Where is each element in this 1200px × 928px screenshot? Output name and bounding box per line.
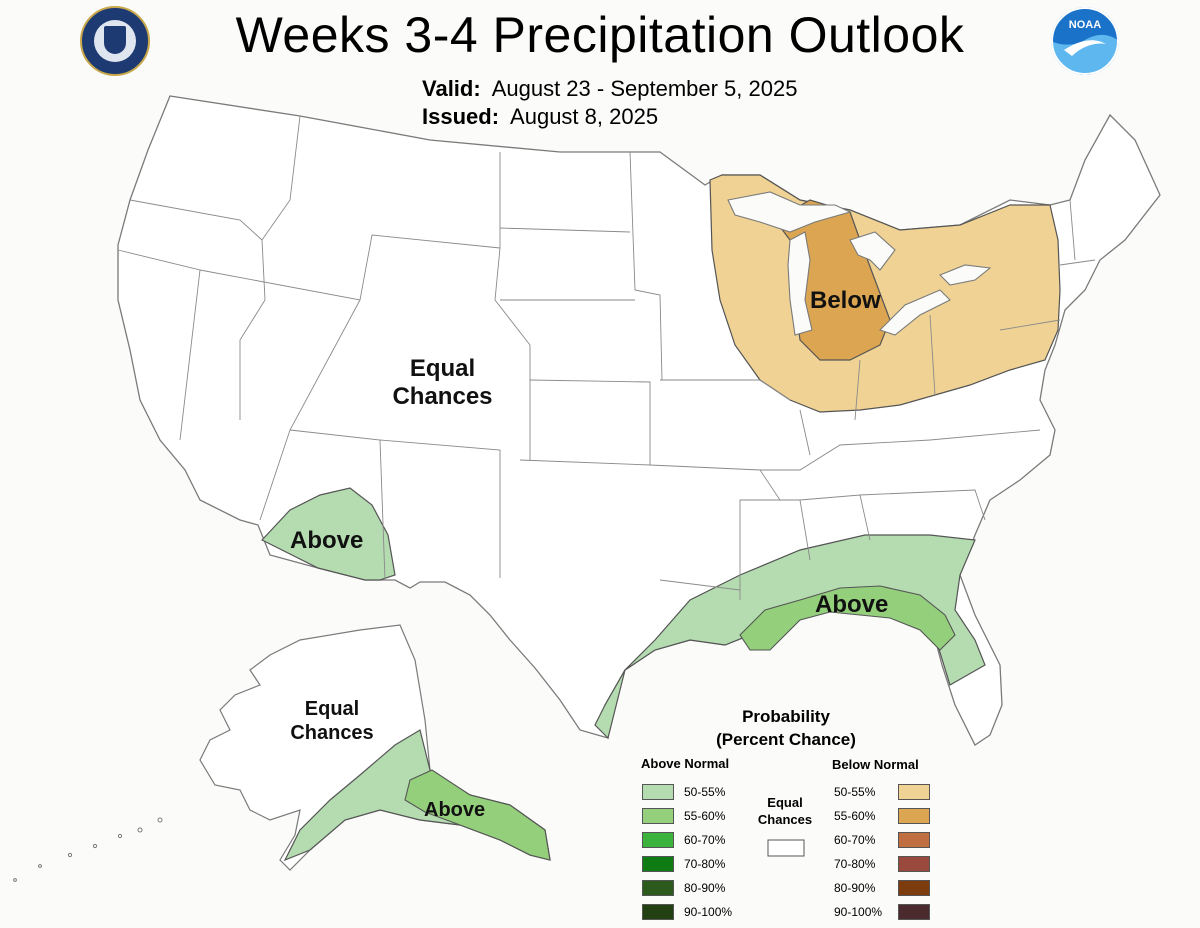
gulf-above-50-55 — [594, 534, 986, 740]
legend-above-swatch — [642, 904, 674, 920]
label-equal-chances-west-line1: Equal — [409, 355, 476, 382]
legend-below-swatch — [898, 856, 930, 872]
alaska-above-55-60 — [404, 769, 551, 861]
valid-label: Valid: — [422, 76, 481, 101]
legend-below-header: Below Normal — [832, 757, 919, 772]
legend-below-swatch — [898, 880, 930, 896]
legend-title-line2: (Percent Chance) — [716, 730, 856, 749]
gulf-above-55-60 — [739, 585, 956, 651]
legend-below-label: 50-55% — [834, 785, 876, 799]
label-equal-chances-alaska-line2: Chances — [290, 722, 374, 744]
label-equal-chances-alaska-line1: Equal — [304, 698, 360, 720]
legend-above-label: 50-55% — [684, 785, 726, 799]
noaa-logo-text: NOAA — [1068, 19, 1102, 31]
state-boundaries — [117, 115, 1096, 600]
label-equal-chances-west-line2: Chances — [392, 383, 493, 410]
legend-above-label: 80-90% — [684, 881, 726, 895]
map-title: Weeks 3-4 Precipitation Outlook — [235, 7, 965, 63]
label-above-gulf: Above — [815, 591, 889, 618]
legend-above-swatch — [642, 784, 674, 800]
label-equal-chances-alaska: Equal Chances — [282, 697, 382, 745]
label-equal-chances-west: Equal Chances — [380, 355, 505, 411]
legend-above-header: Above Normal — [641, 756, 730, 771]
legend-title-line1: Probability — [742, 707, 830, 726]
valid-value: August 23 - September 5, 2025 — [491, 76, 798, 101]
aleutian-islands — [13, 817, 163, 882]
legend-equal-label-line1: Equal — [767, 795, 803, 810]
legend-below-swatch — [898, 808, 930, 824]
department-of-commerce-seal — [80, 6, 150, 76]
legend-equal-label: Equal Chances — [752, 794, 818, 828]
conus-land — [117, 95, 1161, 746]
equal-chances-swatch — [767, 839, 805, 857]
label-above-alaska: Above — [424, 799, 486, 821]
legend-below-swatch — [898, 904, 930, 920]
legend-above-label: 55-60% — [684, 809, 726, 823]
legend-below-label: 80-90% — [834, 881, 876, 895]
label-below-great-lakes: Below — [810, 287, 881, 314]
legend-above-swatch — [642, 832, 674, 848]
noaa-logo-icon — [1051, 7, 1119, 75]
legend-below-label: 60-70% — [834, 833, 876, 847]
legend-below-label: 90-100% — [834, 905, 883, 919]
date-block: Valid: August 23 - September 5, 2025 Iss… — [422, 75, 797, 131]
legend-below-swatch — [898, 784, 930, 800]
legend-above-swatch — [642, 880, 674, 896]
legend-equal-label-line2: Chances — [757, 812, 813, 827]
southwest-above-50-55 — [261, 487, 396, 581]
label-above-southwest: Above — [290, 527, 364, 554]
seal-shield-icon — [104, 26, 126, 54]
noaa-logo: NOAA — [1050, 6, 1120, 76]
legend-above-swatch — [642, 856, 674, 872]
legend-title: Probability (Percent Chance) — [686, 705, 886, 751]
legend-below-swatch — [898, 832, 930, 848]
great-lakes-water — [727, 191, 992, 336]
issued-label: Issued: — [422, 104, 500, 129]
legend-below-label: 70-80% — [834, 857, 876, 871]
valid-line: Valid: August 23 - September 5, 2025 — [422, 75, 797, 103]
legend-above-label: 60-70% — [684, 833, 726, 847]
legend-above-label: 70-80% — [684, 857, 726, 871]
issued-line: Issued: August 8, 2025 — [422, 103, 797, 131]
legend-above-label: 90-100% — [684, 905, 733, 919]
legend-above-swatch — [642, 808, 674, 824]
legend-below-label: 55-60% — [834, 809, 876, 823]
issued-value: August 8, 2025 — [510, 104, 659, 129]
